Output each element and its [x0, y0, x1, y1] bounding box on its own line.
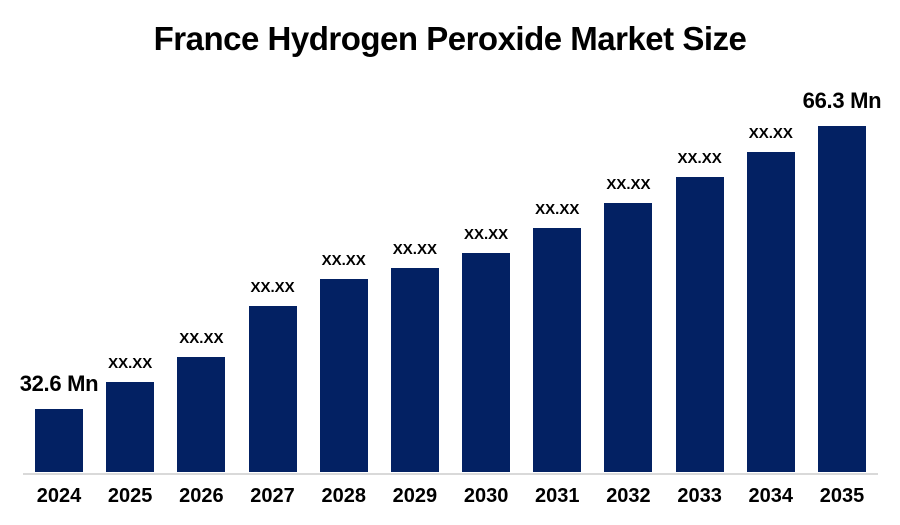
bar-2031 — [533, 228, 582, 472]
bar-value-label-2032: XX.XX — [606, 176, 651, 193]
bar-2029 — [390, 268, 439, 472]
bar-value-label-2033: XX.XX — [677, 150, 722, 167]
x-axis-label-2029: 2029 — [392, 485, 438, 507]
bar-2025 — [106, 382, 155, 472]
bar-value-label-2031: XX.XX — [535, 201, 580, 218]
x-axis-label-2032: 2032 — [606, 485, 651, 507]
bar-2033 — [675, 177, 724, 472]
x-axis-label-2031: 2031 — [535, 485, 580, 507]
bar-value-label-2024: 32.6 Mn — [19, 371, 99, 396]
x-axis-label-2030: 2030 — [463, 485, 509, 507]
bar-value-label-2026: XX.XX — [179, 330, 224, 347]
x-axis-label-2025: 2025 — [107, 485, 153, 507]
x-axis-label-2026: 2026 — [179, 485, 224, 507]
bar-2035 — [817, 126, 866, 472]
bar-2026 — [177, 357, 226, 472]
x-axis-label-2024: 2024 — [36, 485, 82, 507]
x-axis-line — [23, 473, 878, 475]
bar-2034 — [746, 152, 795, 472]
bar-2032 — [604, 203, 653, 472]
x-axis-label-2033: 2033 — [677, 485, 722, 507]
bar-2030 — [462, 253, 511, 472]
bar-value-label-2034: XX.XX — [748, 125, 793, 142]
chart-title: France Hydrogen Peroxide Market Size — [153, 20, 747, 57]
bar-value-label-2035: 66.3 Mn — [802, 88, 882, 113]
bar-value-label-2030: XX.XX — [463, 226, 509, 243]
x-axis-label-2027: 2027 — [250, 485, 295, 507]
bar-value-label-2028: XX.XX — [321, 252, 366, 269]
bar-2027 — [248, 306, 297, 472]
x-axis-label-2034: 2034 — [748, 485, 794, 507]
x-axis-label-2035: 2035 — [819, 485, 865, 507]
x-axis-label-2028: 2028 — [321, 485, 366, 507]
bar-value-label-2025: XX.XX — [108, 355, 153, 372]
bar-2024 — [35, 409, 83, 472]
bar-2028 — [319, 279, 368, 472]
bar-value-label-2027: XX.XX — [250, 279, 295, 296]
bar-value-label-2029: XX.XX — [392, 241, 437, 258]
